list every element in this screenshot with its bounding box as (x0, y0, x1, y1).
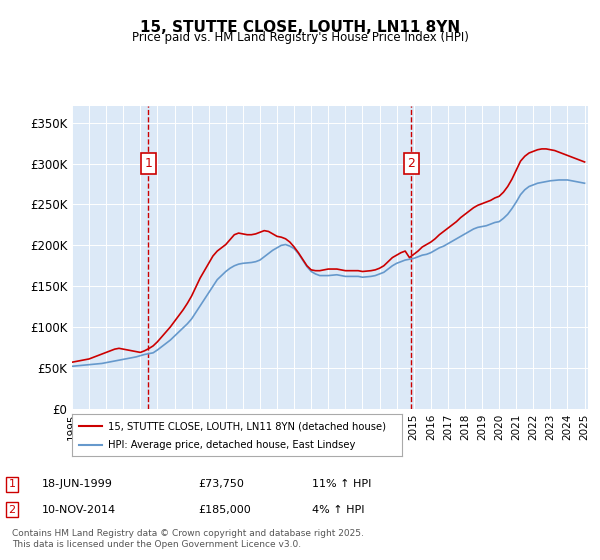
Text: 10-NOV-2014: 10-NOV-2014 (42, 505, 116, 515)
Text: Price paid vs. HM Land Registry's House Price Index (HPI): Price paid vs. HM Land Registry's House … (131, 31, 469, 44)
Text: £73,750: £73,750 (198, 479, 244, 489)
Text: £185,000: £185,000 (198, 505, 251, 515)
Text: Contains HM Land Registry data © Crown copyright and database right 2025.
This d: Contains HM Land Registry data © Crown c… (12, 529, 364, 549)
Text: 1: 1 (8, 479, 16, 489)
Text: 2: 2 (8, 505, 16, 515)
Text: 1: 1 (145, 157, 152, 170)
Text: 4% ↑ HPI: 4% ↑ HPI (312, 505, 365, 515)
Text: 2: 2 (407, 157, 415, 170)
Text: 15, STUTTE CLOSE, LOUTH, LN11 8YN (detached house): 15, STUTTE CLOSE, LOUTH, LN11 8YN (detac… (108, 421, 386, 431)
Text: 15, STUTTE CLOSE, LOUTH, LN11 8YN: 15, STUTTE CLOSE, LOUTH, LN11 8YN (140, 20, 460, 35)
Text: 11% ↑ HPI: 11% ↑ HPI (312, 479, 371, 489)
Text: 18-JUN-1999: 18-JUN-1999 (42, 479, 113, 489)
Text: HPI: Average price, detached house, East Lindsey: HPI: Average price, detached house, East… (108, 440, 356, 450)
